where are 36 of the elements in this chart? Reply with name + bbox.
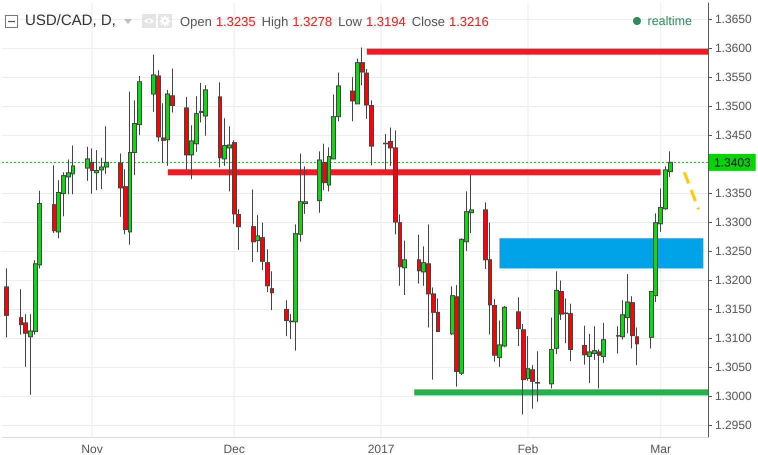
x-tick-label: 2017 bbox=[368, 442, 395, 455]
annotation: 1.3216 bbox=[448, 14, 489, 29]
annotation: realtime bbox=[648, 14, 692, 29]
candlestick bbox=[549, 317, 554, 389]
text: USD/CAD, D, bbox=[25, 12, 116, 30]
y-tick-label: 1.3600 bbox=[715, 41, 752, 56]
y-tick-label: 1.3150 bbox=[715, 302, 752, 316]
candlestick bbox=[251, 189, 256, 263]
y-tick-label: 1.3550 bbox=[715, 70, 752, 84]
y-tick-label: 1.3200 bbox=[715, 272, 752, 287]
y-tick-label: 1.3350 bbox=[715, 186, 752, 200]
annotation: Open bbox=[180, 14, 212, 29]
annotation: Close bbox=[412, 14, 445, 29]
ref-line-label: 1.3403 bbox=[714, 155, 752, 170]
candlestick bbox=[4, 268, 9, 338]
y-tick-label: 1.3500 bbox=[715, 99, 752, 114]
x-tick-label: Mar bbox=[650, 442, 671, 455]
y-tick-label: 1.2950 bbox=[715, 418, 752, 432]
annotation: High bbox=[262, 14, 288, 29]
y-tick-label: 1.3100 bbox=[715, 330, 752, 345]
annotation: 1.3235 bbox=[216, 14, 256, 29]
annotation: 1.3278 bbox=[292, 14, 332, 29]
candlestick bbox=[535, 350, 540, 402]
y-tick-label: 1.3000 bbox=[715, 388, 752, 403]
annotation: Low bbox=[338, 14, 362, 29]
x-tick-label: Dec bbox=[224, 442, 245, 455]
x-tick-label: Nov bbox=[81, 442, 103, 455]
y-tick-label: 1.3450 bbox=[715, 128, 752, 142]
annotation: 1.3194 bbox=[366, 14, 406, 29]
y-tick-label: 1.3650 bbox=[715, 12, 752, 26]
candlestick bbox=[203, 84, 208, 136]
y-tick-label: 1.3050 bbox=[715, 360, 752, 374]
y-tick-label: 1.3250 bbox=[715, 244, 752, 258]
candlestick bbox=[284, 300, 289, 337]
y-tick-label: 1.3300 bbox=[715, 215, 752, 230]
x-tick-label: Feb bbox=[518, 442, 539, 455]
